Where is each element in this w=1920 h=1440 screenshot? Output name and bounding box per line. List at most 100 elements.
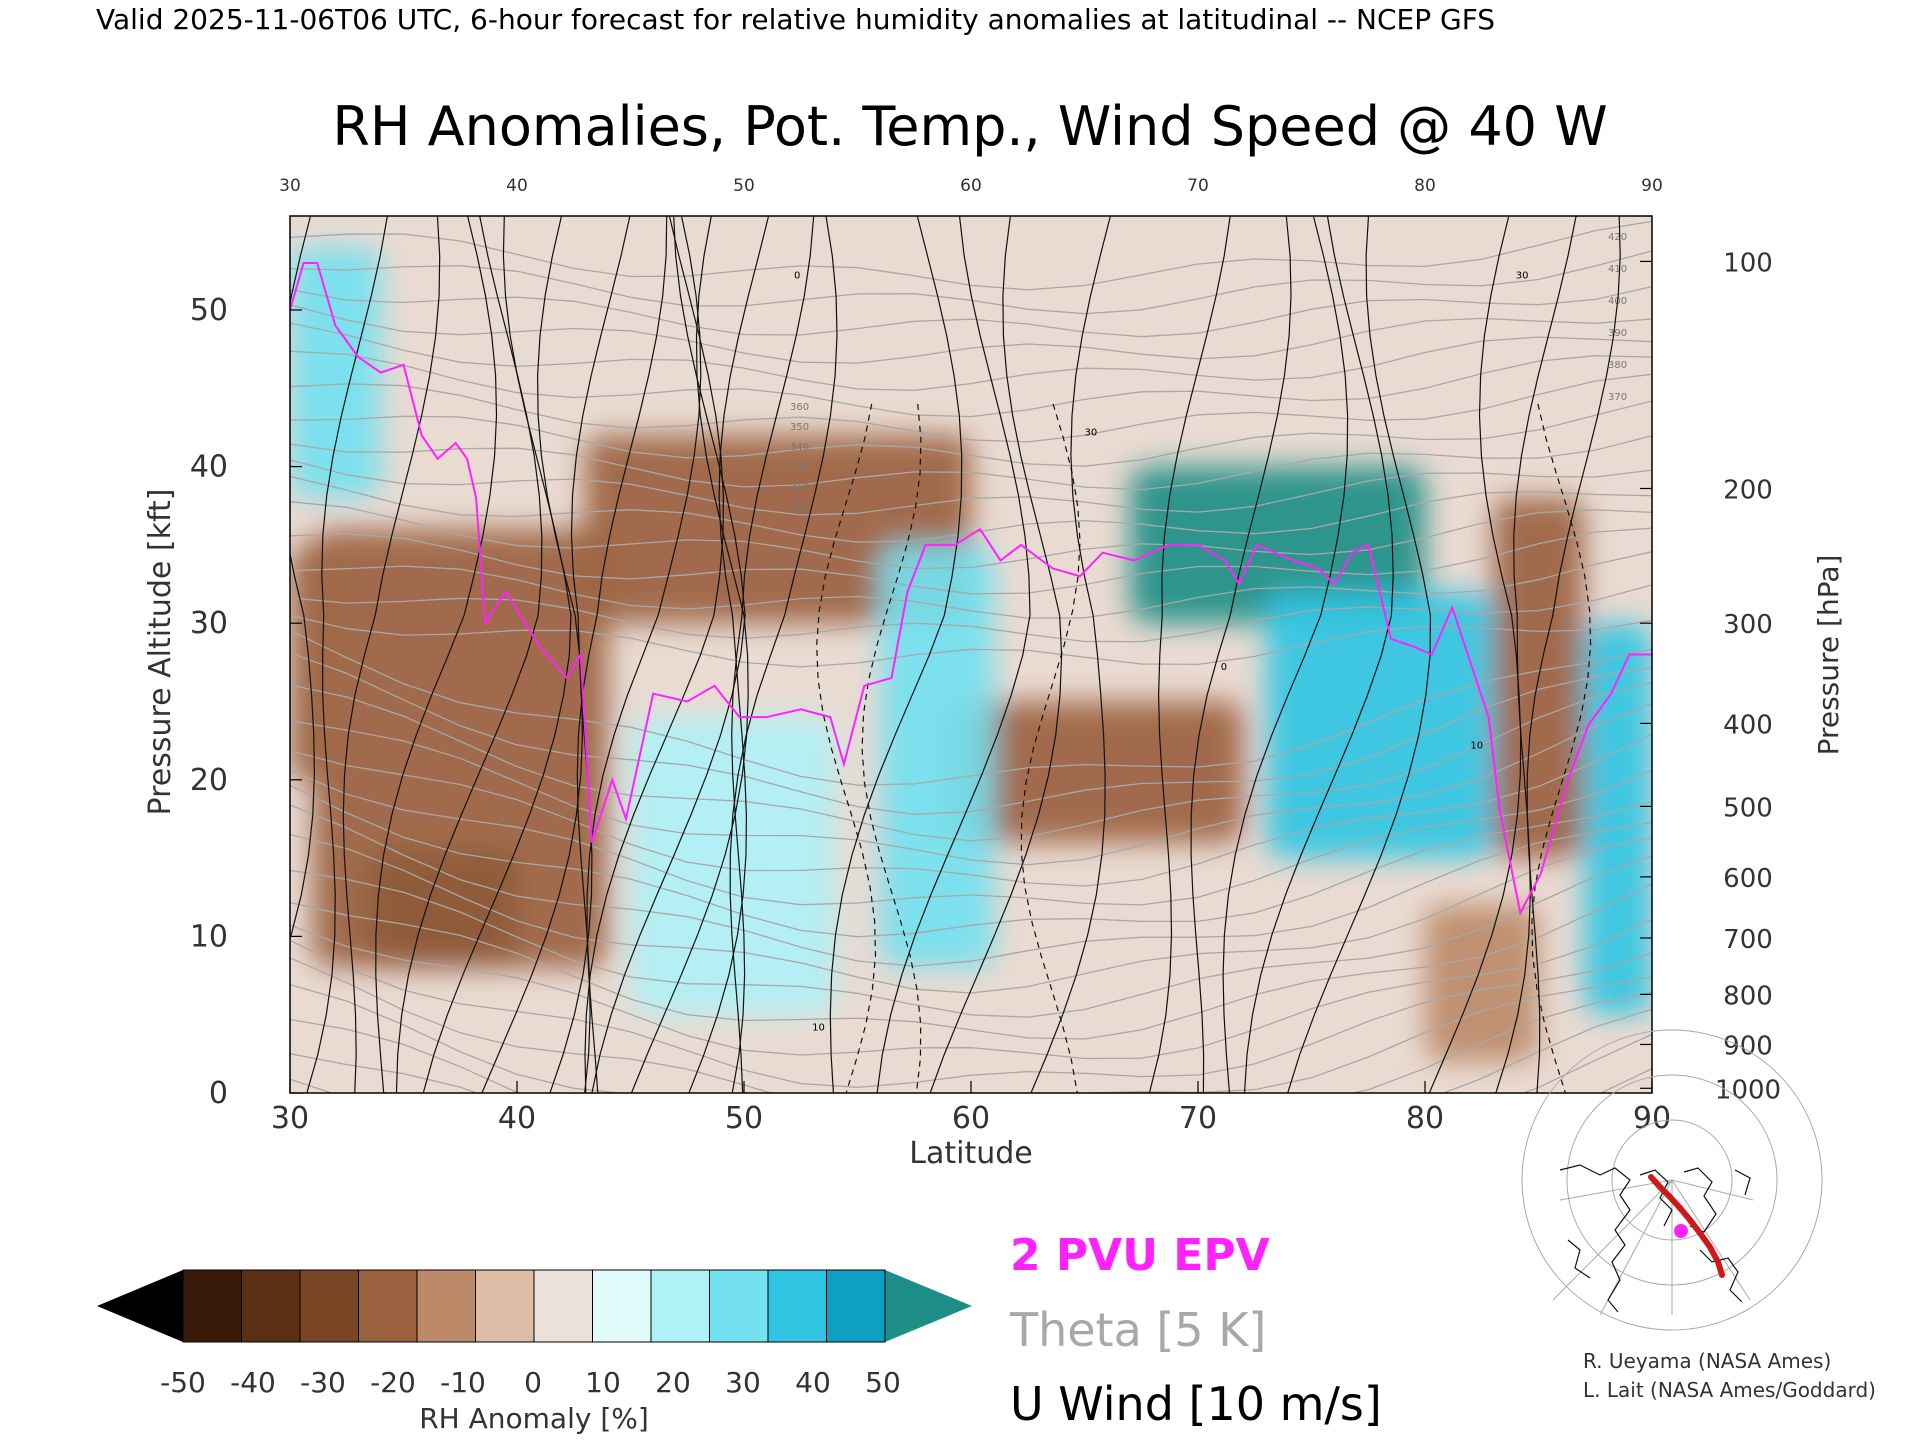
- y-tick-label-left-5: 50: [190, 293, 228, 328]
- credit-line-2: L. Lait (NASA Ames/Goddard): [1583, 1378, 1876, 1402]
- colorbar-tick-label-5: 0: [524, 1366, 542, 1399]
- y-tick-label-right-2: 300: [1723, 610, 1773, 640]
- theta-contour-22: [290, 501, 1652, 570]
- theta-contour-31: [290, 285, 1652, 338]
- wind-contour-5: [422, 216, 572, 1093]
- rh-patch-4: [948, 701, 1244, 843]
- theta-label-4: 380: [1608, 360, 1627, 371]
- y-tick-label-right-4: 500: [1723, 793, 1773, 823]
- theta-contour-9: [290, 833, 1652, 994]
- x-top-tick-label-5: 80: [1414, 176, 1436, 196]
- wind-contour-4: [395, 216, 543, 1093]
- theta-label-10: 310: [790, 482, 809, 493]
- wind-label-5: 30: [1516, 271, 1529, 282]
- wind-contour-dashed-3: [1531, 403, 1592, 1093]
- theta-contour-6: [290, 918, 1652, 1060]
- y-tick-label-right-8: 900: [1723, 1031, 1773, 1061]
- rh-patch-8: [630, 717, 835, 1015]
- wind-contour-11: [591, 216, 746, 1093]
- y-axis-label-left: Pressure Altitude [kft]: [143, 489, 178, 816]
- wind-label-1: 10: [812, 1022, 825, 1033]
- transect-line: [1648, 1174, 1725, 1278]
- wind-contour-1: [306, 216, 388, 1093]
- theta-label-5: 370: [1608, 392, 1627, 403]
- wind-contour-19: [1030, 216, 1111, 1093]
- wind-contour-dashed-1: [861, 403, 922, 1093]
- theta-label-9: 330: [790, 462, 809, 473]
- wind-label-3: 0: [1221, 662, 1227, 673]
- colorbar-swatch-9: [709, 1270, 769, 1342]
- theta-contour-26: [290, 400, 1652, 467]
- theta-contour-23: [290, 475, 1652, 543]
- wind-contour-dashed-2: [1020, 403, 1081, 1093]
- wind-contour-2: [342, 216, 441, 1093]
- y-tick-label-right-5: 600: [1723, 864, 1773, 894]
- theta-contour-15: [290, 681, 1652, 842]
- y-tick-label-left-1: 10: [190, 919, 228, 954]
- y-tick-label-left-4: 40: [190, 450, 228, 485]
- wind-contour-9: [586, 216, 702, 1093]
- x-top-tick-label-2: 50: [733, 176, 755, 196]
- colorbar-tick-label-0: -50: [160, 1366, 206, 1399]
- theta-contour-14: [290, 702, 1652, 866]
- theta-contour-12: [290, 769, 1652, 906]
- axes: 3030404050506060707080809090010203040501…: [190, 176, 1781, 1136]
- colorbar-swatch-0: [183, 1270, 242, 1342]
- theta-contour-33: [290, 220, 1652, 291]
- rh-patch-7: [290, 247, 381, 498]
- theta-contour-18: [290, 614, 1652, 668]
- colorbar-tick-label-10: 50: [865, 1366, 901, 1399]
- colorbar-tick-label-2: -30: [300, 1366, 346, 1399]
- rh-patch-1: [312, 529, 608, 968]
- colorbar-tick-label-1: -40: [230, 1366, 276, 1399]
- y-tick-label-right-3: 400: [1723, 710, 1773, 740]
- legend-theta: Theta [5 K]: [1009, 1303, 1266, 1357]
- wind-label-4: 10: [1470, 740, 1483, 751]
- theta-contour-19: [290, 584, 1652, 643]
- y-tick-label-right-0: 100: [1723, 248, 1773, 278]
- theta-label-3: 390: [1608, 328, 1627, 339]
- colorbar-swatch-2: [300, 1270, 359, 1342]
- wind-contour-3: [375, 216, 498, 1093]
- wind-contour-21: [1190, 216, 1292, 1093]
- wind-contour-20: [1148, 216, 1231, 1093]
- wind-contour-0: [290, 216, 316, 941]
- theta-contour-20: [290, 551, 1652, 619]
- rh-patch-10: [1129, 466, 1425, 624]
- colorbar-swatch-10: [768, 1270, 827, 1342]
- inset-map: [1521, 1029, 1823, 1331]
- rh-patch-2: [290, 544, 325, 780]
- wind-contour-16: [829, 216, 963, 1093]
- x-top-tick-label-1: 40: [506, 176, 528, 196]
- x-tick-label-1: 40: [498, 1101, 536, 1136]
- theta-contour-25: [290, 435, 1652, 491]
- x-top-tick-label-4: 70: [1187, 176, 1209, 196]
- wind-label-0: 0: [794, 271, 800, 282]
- theta-contour-10: [290, 804, 1652, 967]
- theta-contour-32: [290, 250, 1652, 315]
- wind-contour-27: [1526, 216, 1621, 1093]
- x-tick-label-0: 30: [271, 1101, 309, 1136]
- y-tick-label-left-2: 20: [190, 763, 228, 798]
- rh-patch-5: [1425, 905, 1539, 1062]
- colorbar-swatch-5: [475, 1270, 535, 1342]
- valid-time-caption: Valid 2025-11-06T06 UTC, 6-hour forecast…: [96, 3, 1495, 36]
- wind-contour-26: [1495, 216, 1577, 1093]
- theta-contour-13: [290, 733, 1652, 887]
- colorbar-tick-label-3: -20: [370, 1366, 416, 1399]
- y-tick-label-right-7: 800: [1723, 981, 1773, 1011]
- wind-contour-13: [688, 216, 770, 1093]
- y-tick-label-right-9: 1000: [1715, 1075, 1781, 1105]
- colorbar-swatch-3: [358, 1270, 418, 1342]
- x-tick-label-2: 50: [725, 1101, 763, 1136]
- x-top-tick-label-3: 60: [960, 176, 982, 196]
- legend-epv: 2 PVU EPV: [1010, 1230, 1270, 1281]
- theta-contour-21: [290, 527, 1652, 595]
- y-tick-label-left-0: 0: [209, 1076, 228, 1111]
- theta-contour-3: [290, 983, 1652, 1093]
- colorbar-swatch-6: [534, 1270, 593, 1342]
- colorbar-tick-label-7: 20: [655, 1366, 691, 1399]
- colorbar-tick-label-4: -10: [440, 1366, 486, 1399]
